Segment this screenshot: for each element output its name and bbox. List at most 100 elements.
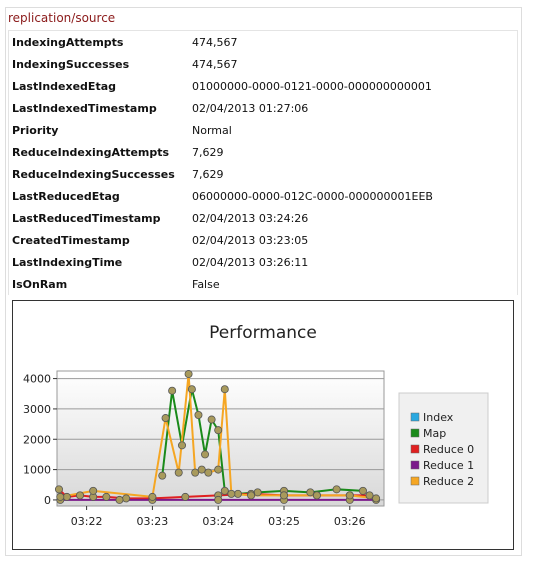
legend-label: Map: [423, 427, 446, 440]
legend-swatch: [410, 476, 420, 486]
data-point: [56, 492, 65, 501]
legend-label: Reduce 1: [423, 459, 474, 472]
x-tick-label: 03:25: [268, 515, 300, 528]
property-value: Normal: [192, 124, 232, 137]
data-point: [220, 486, 229, 495]
legend-swatch: [410, 460, 420, 470]
data-point: [214, 426, 223, 435]
property-row: Priority Normal: [9, 119, 517, 141]
property-name: IndexingAttempts: [12, 36, 124, 49]
data-point: [372, 494, 381, 503]
property-name: LastIndexedTimestamp: [12, 102, 157, 115]
property-value: 7,629: [192, 168, 224, 181]
data-point: [365, 491, 374, 500]
data-point: [253, 488, 262, 497]
x-tick-label: 03:22: [71, 515, 103, 528]
data-point: [174, 468, 183, 477]
data-point: [181, 492, 190, 501]
index-name: replication/source: [8, 11, 116, 25]
data-point: [89, 486, 98, 495]
chart: Performance 0 1000 2000 3000 4000 03:22 03:23 0…: [23, 323, 489, 528]
property-value: 474,567: [192, 58, 238, 71]
property-value: 02/04/2013 03:23:05: [192, 234, 309, 247]
property-row: IndexingSuccesses 474,567: [9, 53, 517, 75]
data-point: [187, 385, 196, 394]
property-name: ReduceIndexingSuccesses: [12, 168, 175, 181]
y-tick-label: 2000: [23, 433, 51, 446]
property-value: 7,629: [192, 146, 224, 159]
property-name: IndexingSuccesses: [12, 58, 130, 71]
data-point: [345, 491, 354, 500]
property-row: ReduceIndexingAttempts 7,629: [9, 141, 517, 163]
data-point: [227, 489, 236, 498]
legend-label: Reduce 2: [423, 475, 474, 488]
data-point: [214, 465, 223, 474]
data-point: [115, 495, 124, 504]
data-point: [168, 386, 177, 395]
y-tick-label: 1000: [23, 464, 51, 477]
property-row: IndexingAttempts 474,567: [9, 31, 517, 53]
data-point: [214, 495, 223, 504]
chart-box: Performance 0 1000 2000 3000 4000 03:22 03:23 0…: [12, 300, 514, 550]
property-name: Priority: [12, 124, 59, 137]
property-value: False: [192, 278, 220, 291]
data-point: [358, 486, 367, 495]
x-tick-label: 03:24: [202, 515, 234, 528]
property-value: 02/04/2013 03:24:26: [192, 212, 309, 225]
property-row: ReduceIndexingSuccesses 7,629: [9, 163, 517, 185]
data-point: [279, 491, 288, 500]
x-tick-label: 03:23: [137, 515, 169, 528]
data-point: [197, 465, 206, 474]
property-table: IndexingAttempts 474,567 IndexingSuccesses…: [8, 30, 518, 295]
data-point: [54, 485, 63, 494]
data-point: [191, 468, 200, 477]
y-tick-label: 3000: [23, 403, 51, 416]
legend-swatch: [410, 428, 420, 438]
data-point: [76, 491, 85, 500]
data-point: [306, 488, 315, 497]
data-point: [207, 415, 216, 424]
property-value: 02/04/2013 01:27:06: [192, 102, 309, 115]
data-point: [102, 492, 111, 501]
property-name: LastIndexedEtag: [12, 80, 116, 93]
legend-swatch: [410, 412, 420, 422]
data-point: [332, 485, 341, 494]
property-row: LastIndexedEtag 01000000-0000-0121-0000-0…: [9, 75, 517, 97]
legend-label: Index: [423, 411, 454, 424]
property-row: IsOnRam False: [9, 273, 517, 295]
data-point: [161, 414, 170, 423]
data-point: [247, 491, 256, 500]
property-name: LastIndexingTime: [12, 256, 123, 269]
data-point: [220, 385, 229, 394]
data-point: [62, 492, 71, 501]
property-name: CreatedTimestamp: [12, 234, 130, 247]
panel: [5, 7, 522, 556]
data-point: [233, 489, 242, 498]
property-row: LastIndexingTime 02/04/2013 03:26:11: [9, 251, 517, 273]
data-point: [184, 370, 193, 379]
legend-swatch: [410, 444, 420, 454]
data-point: [194, 410, 203, 419]
property-row: CreatedTimestamp 02/04/2013 03:23:05: [9, 229, 517, 251]
data-point: [204, 468, 213, 477]
plot-area: [56, 370, 385, 507]
data-point: [178, 441, 187, 450]
property-value: 02/04/2013 03:26:11: [192, 256, 309, 269]
y-tick-label: 4000: [23, 373, 51, 386]
data-point: [201, 450, 210, 459]
property-name: LastReducedTimestamp: [12, 212, 161, 225]
property-value: 01000000-0000-0121-0000-000000000001: [192, 80, 432, 93]
property-name: IsOnRam: [12, 278, 68, 291]
data-point: [122, 494, 131, 503]
property-name: ReduceIndexingAttempts: [12, 146, 170, 159]
data-point: [158, 471, 167, 480]
property-row: LastReducedEtag 06000000-0000-012C-0000-0…: [9, 185, 517, 207]
property-value: 474,567: [192, 36, 238, 49]
y-tick-label: 0: [44, 494, 51, 507]
chart-title: Performance: [209, 323, 317, 343]
data-point: [148, 492, 157, 501]
property-row: LastReducedTimestamp 02/04/2013 03:24:26: [9, 207, 517, 229]
property-row: LastIndexedTimestamp 02/04/2013 01:27:06: [9, 97, 517, 119]
x-tick-label: 03:26: [334, 515, 366, 528]
